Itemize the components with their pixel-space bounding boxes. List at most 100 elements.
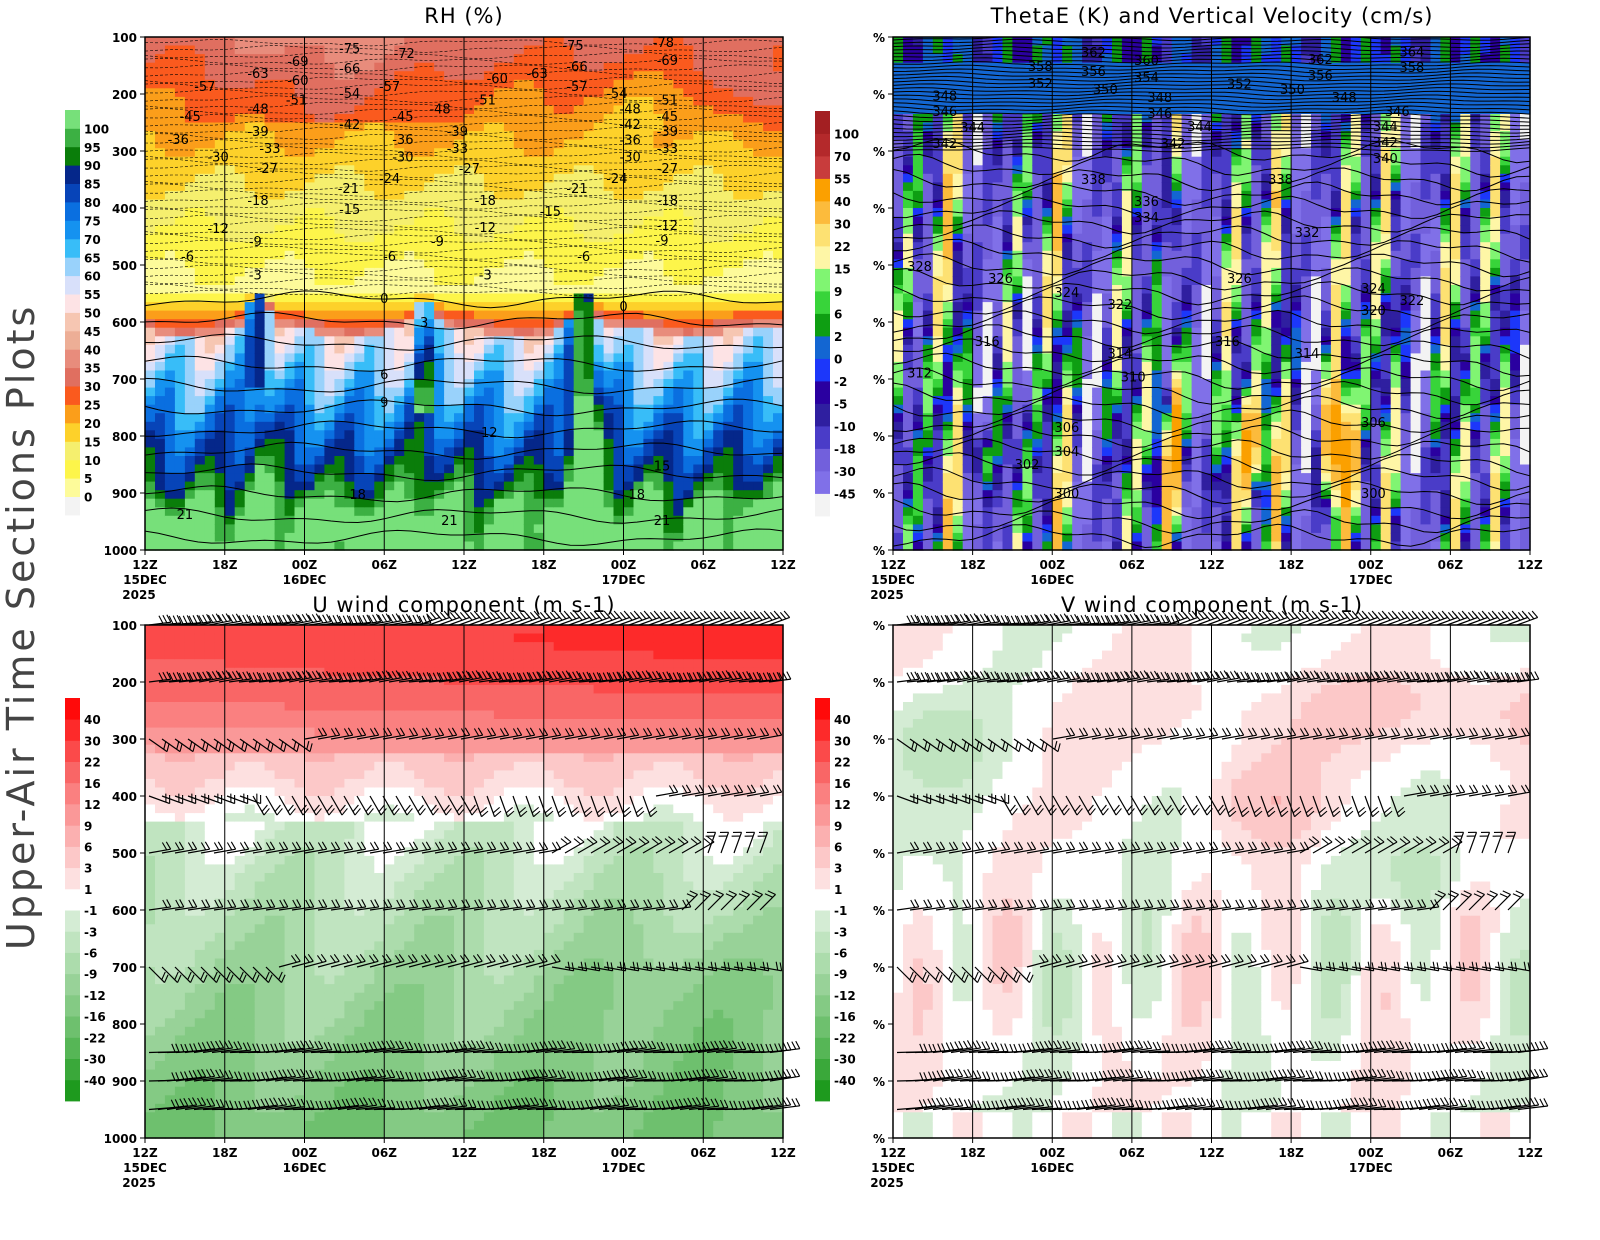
rh-field-cell [404,62,415,72]
rh-field-cell [643,156,654,166]
rh-field-cell [234,71,246,81]
rh-field-cell [284,54,296,64]
rh-field-cell [713,361,724,372]
rh-field-cell [424,242,435,252]
rh-field-cell [444,105,455,115]
rh-field-cell [274,327,286,337]
rh-field-cell [683,541,694,551]
rh-field-cell [643,541,654,551]
rh-field-cell [164,165,176,175]
rh-field-cell [543,62,555,72]
rh-field-cell [713,498,724,508]
rh-field-cell [493,524,505,534]
rh-field-cell [483,148,495,158]
rh-field-cell [304,532,316,543]
rh-field-cell [224,310,236,320]
rh-field-cell [543,156,555,166]
rh-field-cell [234,498,246,508]
rh-field-cell [334,336,345,346]
rh-field-cell [164,114,176,124]
vertical-velocity-cell [1022,336,1033,346]
rh-field-cell [603,361,615,372]
vertical-velocity-cell [942,250,954,260]
rh-field-cell [434,430,445,440]
rh-field-cell [513,438,525,449]
vertical-velocity-cell [912,71,924,81]
rh-field-cell [773,541,784,551]
rh-field-cell [414,225,425,235]
rh-field-cell [523,199,535,209]
rh-field-cell [733,379,744,389]
rh-field-cell [773,456,784,466]
vertical-velocity-cell [912,225,924,235]
rh-field-cell [623,259,635,269]
vertical-velocity-cell [1062,404,1073,414]
rh-field-cell [503,438,515,449]
rh-field-cell [424,276,435,286]
vertical-velocity-cell [1012,327,1023,337]
rh-field-cell [434,233,445,243]
rh-field-cell [414,438,425,449]
rh-field-cell [184,225,196,235]
rh-field-cell [264,413,276,423]
rh-field-cell [334,498,345,508]
rh-field-cell [384,173,395,183]
vertical-velocity-cell [1052,267,1063,278]
rh-field-cell [194,370,206,380]
vertical-velocity-cell [952,541,964,551]
rh-field-cell [543,276,555,286]
vertical-velocity-cell [1002,498,1014,508]
rh-field-cell [454,498,465,508]
vertical-velocity-cell [1062,173,1073,183]
rh-field-cell [414,173,425,183]
rh-field-cell [184,413,196,423]
vertical-velocity-cell [1062,225,1073,235]
rh-field-cell [454,310,465,320]
rh-field-cell [424,541,435,551]
rh-field-cell [493,62,505,72]
vertical-velocity-cell [1072,421,1083,431]
rh-field-cell [364,96,375,107]
rh-field-cell [284,413,296,423]
rh-field-cell [454,250,465,260]
rh-field-cell [613,173,625,183]
vertical-velocity-cell [1042,310,1053,320]
rh-field-cell [563,490,575,500]
vertical-velocity-cell [952,173,964,183]
rh-field-cell [224,396,236,406]
rh-field-cell [364,498,375,508]
rh-field-cell [673,404,684,414]
rh-field-cell [533,96,545,107]
vertical-velocity-cell [942,421,954,431]
rh-field-cell [314,421,326,431]
rh-field-cell [155,156,166,166]
rh-field-cell [184,473,196,483]
vertical-velocity-cell [893,507,904,517]
vertical-velocity-cell [1022,148,1033,158]
rh-field-cell [284,447,296,457]
rh-field-cell [164,379,176,389]
vertical-velocity-cell [922,541,934,551]
vertical-velocity-cell [1062,285,1073,295]
rh-field-cell [394,165,405,175]
vertical-velocity-cell [1072,293,1083,303]
rh-field-cell [464,370,475,380]
rh-field-cell [444,473,455,483]
rh-field-cell [643,524,654,534]
vertical-velocity-cell [912,541,924,551]
rh-field-cell [174,54,186,64]
rh-field-cell [234,148,246,158]
vertical-velocity-cell [992,285,1004,295]
vertical-velocity-cell [962,370,974,380]
rh-field-cell [733,344,744,354]
rh-field-cell [543,413,555,423]
vertical-velocity-cell [893,165,904,175]
rh-field-cell [474,182,485,192]
rh-field-cell [773,319,784,329]
rh-field-cell [464,182,475,192]
rh-field-cell [224,131,236,141]
rh-field-cell [533,490,545,500]
rh-field-cell [284,541,296,551]
rh-field-cell [523,216,535,226]
rh-field-cell [414,267,425,278]
